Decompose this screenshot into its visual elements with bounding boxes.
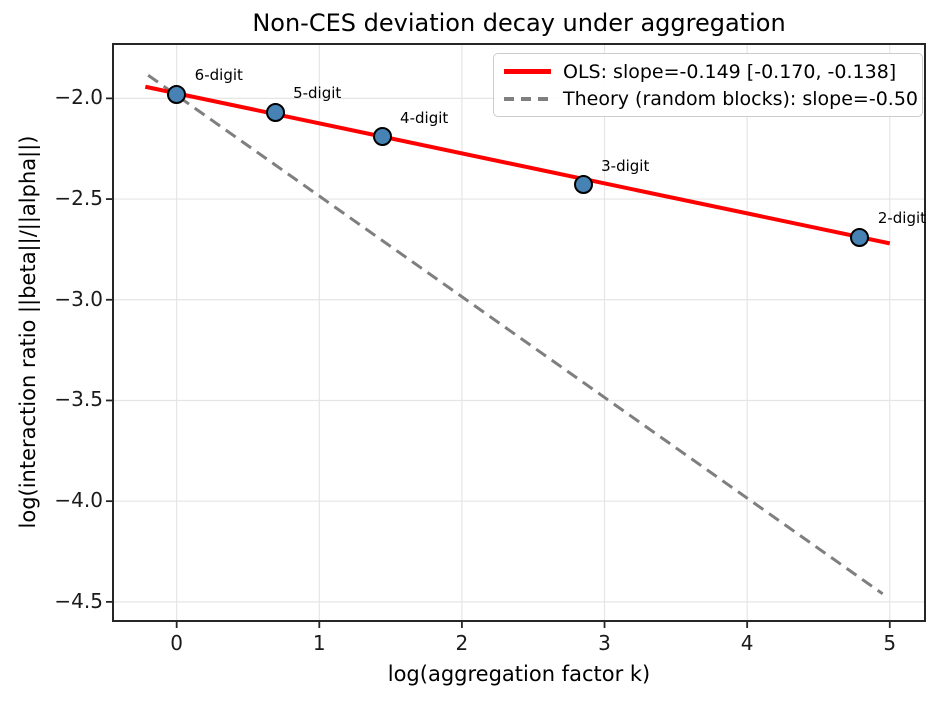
legend-entry-ols: OLS: slope=-0.149 [-0.170, -0.138] xyxy=(504,61,912,83)
x-tick-label: 2 xyxy=(455,631,469,655)
y-tick-label: −2.0 xyxy=(54,85,103,110)
x-tick-label: 5 xyxy=(883,631,897,655)
x-tick-label: 0 xyxy=(170,631,184,655)
chart-title: Non-CES deviation decay under aggregatio… xyxy=(252,9,786,37)
y-tick-label: −2.5 xyxy=(54,186,103,211)
point-annotation: 6-digit xyxy=(194,66,243,85)
data-point-6-digit xyxy=(167,84,187,104)
point-annotation: 4-digit xyxy=(400,108,449,127)
theory-line xyxy=(147,73,884,596)
data-point-2-digit xyxy=(850,227,870,247)
y-tick-label: −4.5 xyxy=(54,588,103,613)
y-tick-label: −3.5 xyxy=(54,387,103,412)
point-annotation: 2-digit xyxy=(877,209,927,228)
y-tick-label: −4.0 xyxy=(54,488,103,513)
data-point-5-digit xyxy=(265,102,285,122)
theory-line-sample xyxy=(504,96,551,101)
legend-label-theory: Theory (random blocks): slope=-0.50 xyxy=(563,87,918,110)
legend-entry-theory: Theory (random blocks): slope=-0.50 xyxy=(504,88,918,110)
x-axis-label: log(aggregation factor k) xyxy=(387,662,651,686)
data-point-4-digit xyxy=(372,127,392,147)
point-annotation: 5-digit xyxy=(293,84,342,103)
y-tick-label: −3.0 xyxy=(54,286,103,311)
legend: OLS: slope=-0.149 [-0.170, -0.138] Theor… xyxy=(493,53,923,117)
x-tick-label: 4 xyxy=(740,631,754,655)
ols-line-sample xyxy=(504,69,551,74)
x-tick-label: 3 xyxy=(598,631,611,655)
x-tick-label: 1 xyxy=(312,631,326,655)
data-point-3-digit xyxy=(573,175,593,195)
legend-label-ols: OLS: slope=-0.149 [-0.170, -0.138] xyxy=(563,60,897,83)
point-annotation: 3-digit xyxy=(601,156,650,175)
